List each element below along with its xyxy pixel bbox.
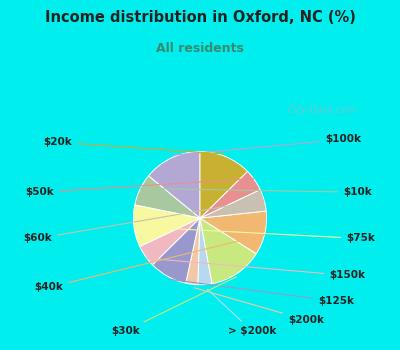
Wedge shape (152, 218, 200, 283)
Text: $50k: $50k (25, 178, 254, 197)
Text: All residents: All residents (156, 42, 244, 55)
Text: > $200k: > $200k (207, 289, 276, 336)
Wedge shape (200, 172, 260, 218)
Text: $30k: $30k (111, 277, 236, 336)
Text: City-Data.com: City-Data.com (288, 105, 358, 115)
Wedge shape (148, 152, 200, 218)
Text: $125k: $125k (169, 279, 354, 306)
Wedge shape (200, 218, 256, 284)
Text: $75k: $75k (134, 227, 375, 244)
Text: $100k: $100k (173, 134, 361, 155)
Wedge shape (200, 211, 266, 254)
Text: $40k: $40k (34, 234, 265, 293)
Text: $200k: $200k (194, 288, 324, 325)
Text: Income distribution in Oxford, NC (%): Income distribution in Oxford, NC (%) (44, 10, 356, 26)
Text: $150k: $150k (146, 258, 366, 280)
Wedge shape (200, 152, 248, 218)
Wedge shape (200, 190, 266, 218)
Wedge shape (135, 176, 200, 218)
Wedge shape (140, 218, 200, 265)
Wedge shape (198, 218, 212, 285)
Text: $10k: $10k (140, 187, 372, 197)
Text: $20k: $20k (44, 137, 224, 154)
Wedge shape (186, 218, 200, 285)
Text: $60k: $60k (23, 200, 264, 244)
Wedge shape (134, 205, 200, 247)
